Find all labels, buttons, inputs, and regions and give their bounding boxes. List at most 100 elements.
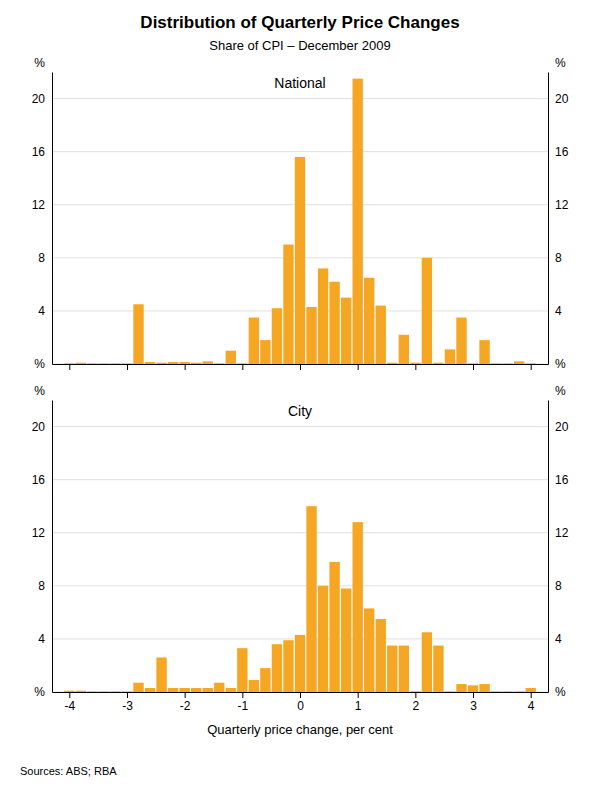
- bar: [260, 340, 270, 364]
- axis-label: %: [34, 56, 45, 70]
- tick-mark: [127, 692, 128, 698]
- bar: [387, 363, 397, 364]
- bar: [64, 691, 74, 692]
- panel: -4-3-2-101234%48121620%48121620%%CityQua…: [32, 384, 569, 737]
- tick: 4: [38, 632, 52, 646]
- bar: [479, 340, 489, 364]
- bar: [376, 306, 386, 364]
- tick-label: 16: [32, 145, 46, 159]
- tick-label: 4: [38, 632, 45, 646]
- tick-label: %: [34, 685, 45, 699]
- tick-label: %: [555, 685, 566, 699]
- tick: 12: [32, 198, 52, 212]
- tick: 3: [470, 692, 477, 713]
- tick-label: 16: [32, 473, 46, 487]
- axis-label: %: [555, 384, 566, 398]
- tick-label: 4: [555, 632, 562, 646]
- tick-mark: [185, 364, 186, 370]
- tick: 16: [548, 145, 569, 159]
- tick: 12: [32, 526, 52, 540]
- tick: -4: [64, 692, 75, 713]
- bar: [156, 363, 166, 364]
- tick-label: 8: [38, 251, 45, 265]
- tick: 8: [548, 251, 562, 265]
- tick: 8: [38, 251, 52, 265]
- tick-label: 3: [470, 699, 477, 713]
- tick: 1: [355, 692, 362, 713]
- tick-mark: [242, 364, 243, 370]
- bar: [468, 685, 478, 692]
- tick: 20: [548, 92, 569, 106]
- tick: [300, 364, 301, 370]
- tick: [185, 364, 186, 370]
- bar: [99, 691, 109, 692]
- tick-label: 8: [555, 579, 562, 593]
- axis-title: Quarterly price change, per cent: [207, 722, 393, 737]
- axis-line: [548, 401, 549, 693]
- bar: [422, 258, 432, 364]
- tick: %: [34, 685, 52, 699]
- panel: %48121620%48121620%%National: [32, 56, 569, 371]
- axis-line: [548, 73, 549, 365]
- bar: [249, 680, 259, 692]
- bar: [64, 363, 74, 364]
- bar: [191, 688, 201, 692]
- tick-mark: [415, 364, 416, 370]
- bar: [341, 588, 351, 692]
- bar: [526, 363, 536, 364]
- tick-label: -3: [122, 699, 133, 713]
- tick-label: %: [555, 357, 566, 371]
- panel-label: National: [274, 75, 325, 91]
- tick-mark: [69, 364, 70, 370]
- bar: [295, 635, 305, 692]
- bar: [87, 691, 97, 692]
- bar: [479, 684, 489, 692]
- tick: 16: [32, 145, 52, 159]
- grid: [52, 427, 548, 692]
- bar: [76, 363, 86, 364]
- tick-mark: [127, 364, 128, 370]
- bar: [399, 335, 409, 364]
- tick: 8: [548, 579, 562, 593]
- tick-label: -1: [237, 699, 248, 713]
- tick: 16: [548, 473, 569, 487]
- bar: [179, 362, 189, 364]
- tick-label: 8: [555, 251, 562, 265]
- tick-label: 12: [555, 526, 569, 540]
- x-axis: -4-3-2-101234: [53, 692, 549, 713]
- tick-label: 2: [413, 699, 420, 713]
- bar: [364, 278, 374, 364]
- tick: %: [34, 357, 52, 371]
- tick-label: 12: [555, 198, 569, 212]
- tick-mark: [69, 692, 70, 698]
- bar: [133, 304, 143, 364]
- bar: [329, 282, 339, 364]
- tick-mark: [300, 364, 301, 370]
- tick: 20: [32, 420, 52, 434]
- bar: [341, 298, 351, 364]
- tick-label: 1: [355, 699, 362, 713]
- bar: [110, 363, 120, 364]
- y-axis: % 4 8 12 16 20: [32, 73, 53, 372]
- tick-mark: [531, 364, 532, 370]
- bar: [133, 683, 143, 692]
- bar: [237, 363, 247, 364]
- tick: [531, 364, 532, 370]
- grid-line: [52, 98, 548, 99]
- tick-label: 4: [38, 304, 45, 318]
- axis-label: %: [34, 384, 45, 398]
- tick: -2: [180, 692, 191, 713]
- bar: [191, 363, 201, 364]
- bar: [145, 688, 155, 692]
- x-axis: [53, 364, 549, 370]
- bar: [491, 363, 501, 364]
- tick: 12: [548, 198, 569, 212]
- bar: [306, 307, 316, 364]
- tick-label: 20: [555, 420, 569, 434]
- bar: [145, 362, 155, 364]
- tick-label: %: [34, 357, 45, 371]
- tick: 20: [548, 420, 569, 434]
- tick-label: 20: [32, 92, 46, 106]
- tick-label: -2: [180, 699, 191, 713]
- bar: [433, 646, 443, 692]
